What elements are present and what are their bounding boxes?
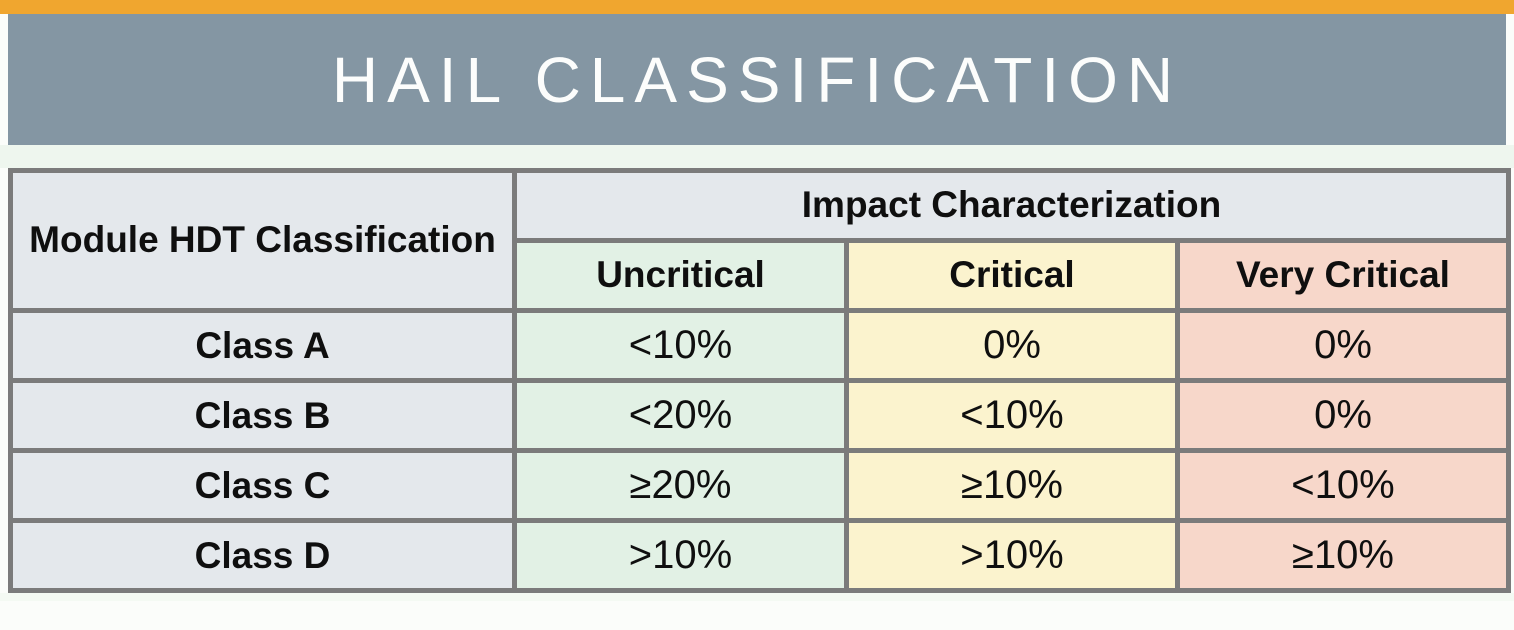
hail-classification-table: Module HDT Classification Impact Charact… bbox=[8, 168, 1511, 593]
row-header-class-b: Class B bbox=[8, 378, 517, 453]
cell-class-a-very-critical: 0% bbox=[1175, 308, 1511, 383]
row-header-class-c: Class C bbox=[8, 448, 517, 523]
table-row-class-b: Class B <20% <10% 0% bbox=[8, 378, 1511, 453]
cell-class-c-very-critical: <10% bbox=[1175, 448, 1511, 523]
column-header-uncritical: Uncritical bbox=[512, 238, 849, 313]
bottom-margin-strip bbox=[0, 593, 1514, 601]
cell-class-b-very-critical: 0% bbox=[1175, 378, 1511, 453]
table-row-class-a: Class A <10% 0% 0% bbox=[8, 308, 1511, 383]
column-group-header-impact-characterization: Impact Characterization bbox=[512, 168, 1511, 243]
cell-class-d-critical: >10% bbox=[844, 518, 1180, 593]
row-header-class-a: Class A bbox=[8, 308, 517, 383]
cell-class-d-very-critical: ≥10% bbox=[1175, 518, 1511, 593]
cell-class-c-critical: ≥10% bbox=[844, 448, 1180, 523]
column-header-very-critical: Very Critical bbox=[1175, 238, 1511, 313]
cell-class-c-uncritical: ≥20% bbox=[512, 448, 849, 523]
cell-class-d-uncritical: >10% bbox=[512, 518, 849, 593]
header-row-subcolumns: Uncritical Critical Very Critical bbox=[11, 238, 1511, 313]
title-banner: HAIL CLASSIFICATION bbox=[8, 14, 1506, 145]
banner-gap-divider bbox=[0, 145, 1514, 168]
cell-class-b-critical: <10% bbox=[844, 378, 1180, 453]
page-title: HAIL CLASSIFICATION bbox=[331, 43, 1183, 116]
cell-class-b-uncritical: <20% bbox=[512, 378, 849, 453]
column-header-module-hdt-classification: Module HDT Classification bbox=[8, 168, 517, 313]
header-row-group: Module HDT Classification Impact Charact… bbox=[8, 168, 1511, 313]
cell-class-a-critical: 0% bbox=[844, 308, 1180, 383]
column-header-critical: Critical bbox=[844, 238, 1180, 313]
cell-class-a-uncritical: <10% bbox=[512, 308, 849, 383]
table-row-class-d: Class D >10% >10% ≥10% bbox=[8, 518, 1511, 593]
row-header-class-d: Class D bbox=[8, 518, 517, 593]
table-row-class-c: Class C ≥20% ≥10% <10% bbox=[8, 448, 1511, 523]
top-accent-bar bbox=[0, 0, 1514, 14]
